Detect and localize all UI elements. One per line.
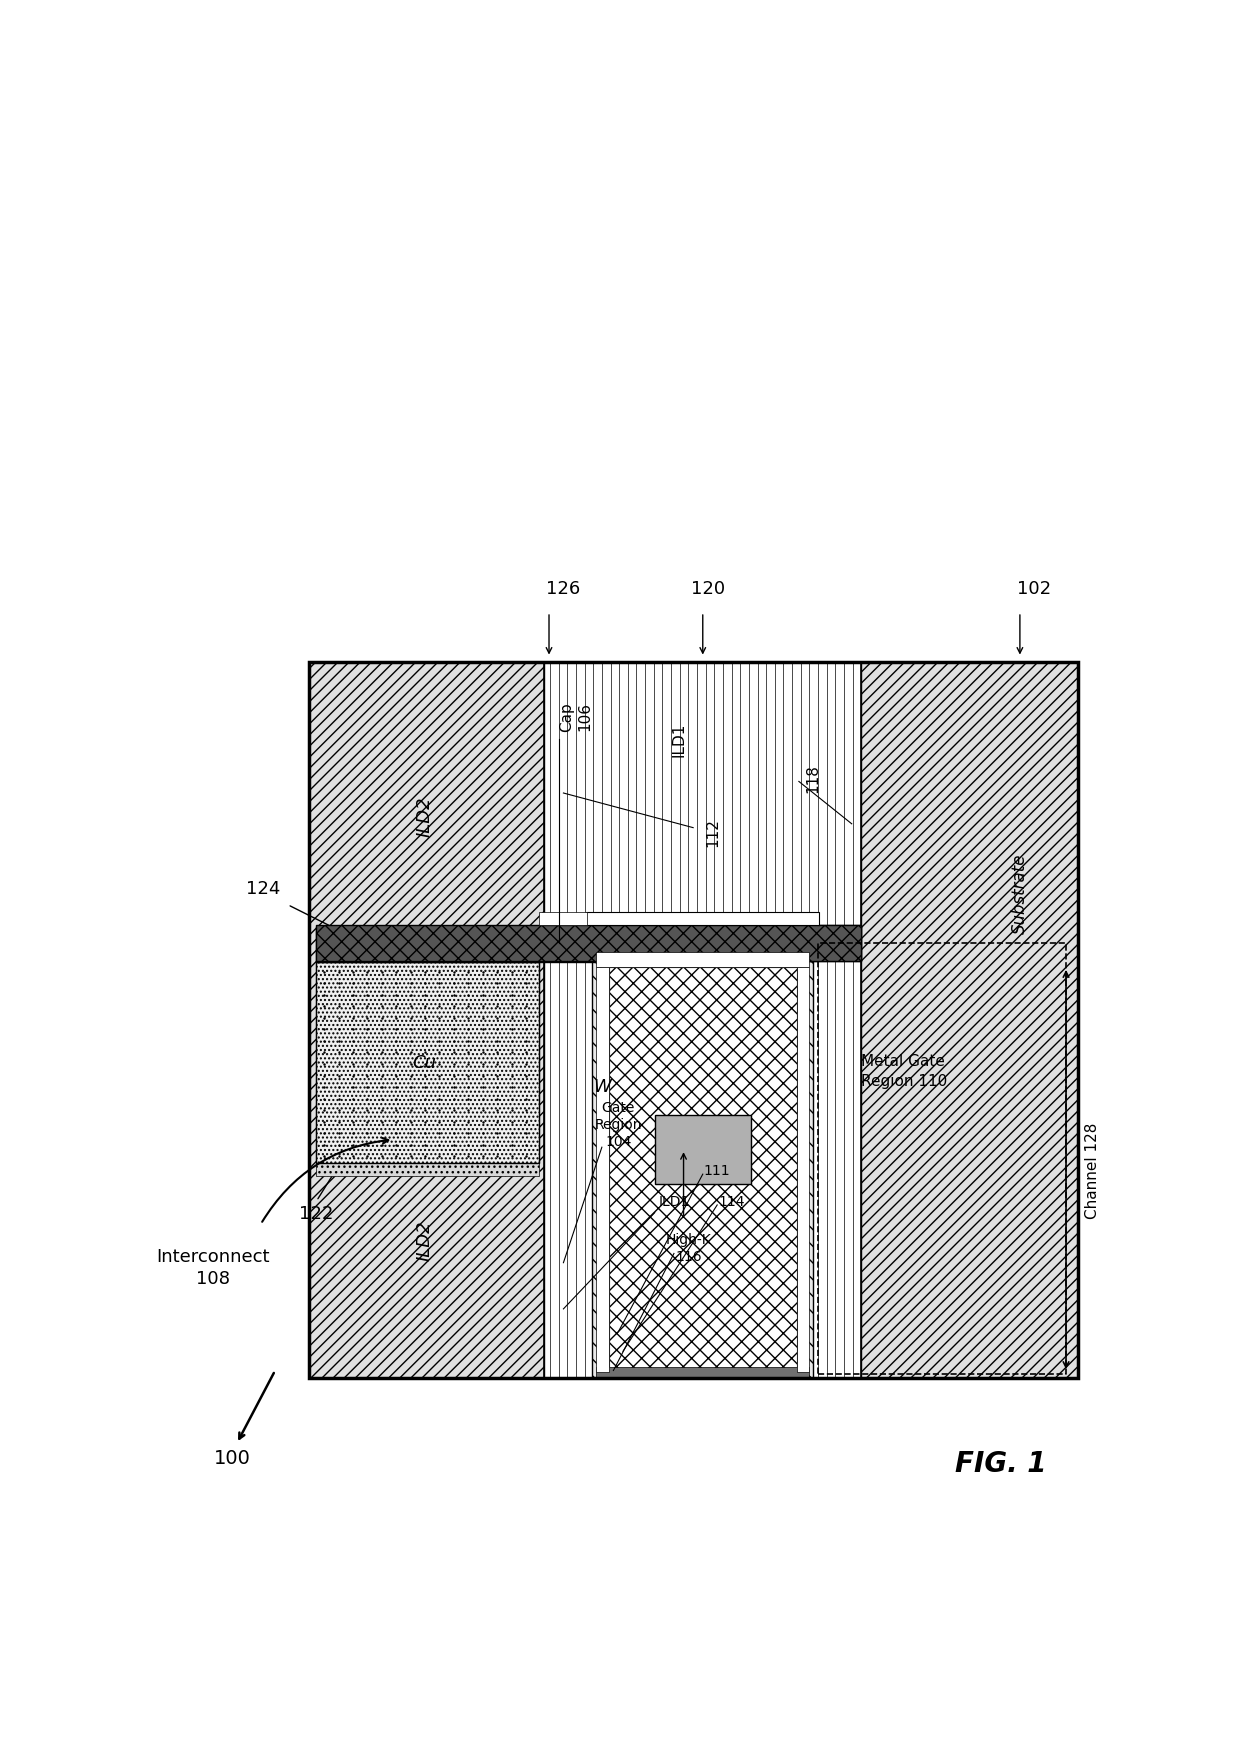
Text: 114: 114 xyxy=(718,1195,745,1209)
Text: 111: 111 xyxy=(704,1163,730,1177)
Bar xyxy=(309,663,1078,1379)
Text: W: W xyxy=(593,1076,611,1096)
Bar xyxy=(316,963,539,1163)
Text: Metal Gate
Region 110: Metal Gate Region 110 xyxy=(862,1054,947,1089)
Text: Substrate: Substrate xyxy=(1011,854,1029,934)
Text: 126: 126 xyxy=(547,579,580,598)
Text: 112: 112 xyxy=(704,817,720,847)
Bar xyxy=(544,663,862,1379)
Text: High-K
116: High-K 116 xyxy=(666,1231,712,1263)
Text: 124: 124 xyxy=(247,880,280,897)
Bar xyxy=(316,1163,539,1177)
Text: Channel 128: Channel 128 xyxy=(1085,1122,1100,1217)
Bar xyxy=(539,911,588,925)
Text: 118: 118 xyxy=(806,763,821,793)
Text: ILD1: ILD1 xyxy=(658,1195,689,1209)
Bar xyxy=(655,1115,751,1184)
Bar xyxy=(797,967,810,1372)
Bar xyxy=(596,1367,810,1379)
Bar xyxy=(316,925,862,962)
Bar xyxy=(596,967,609,1372)
Bar xyxy=(544,925,862,962)
Text: ILD2: ILD2 xyxy=(415,1219,433,1261)
Text: 100: 100 xyxy=(213,1449,250,1468)
Text: 122: 122 xyxy=(299,1205,334,1223)
Text: ILD2: ILD2 xyxy=(415,796,433,836)
Text: 102: 102 xyxy=(1017,579,1052,598)
Bar xyxy=(316,963,539,1163)
Text: Cap
106: Cap 106 xyxy=(559,703,593,732)
Bar xyxy=(587,911,820,925)
Text: FIG. 1: FIG. 1 xyxy=(955,1449,1047,1476)
Text: Interconnect
108: Interconnect 108 xyxy=(156,1247,269,1289)
Text: 120: 120 xyxy=(691,579,724,598)
Bar xyxy=(593,962,813,1379)
Bar xyxy=(316,927,629,963)
Bar xyxy=(596,951,810,967)
Bar xyxy=(609,967,797,1372)
Text: ILD1: ILD1 xyxy=(671,722,686,756)
Bar xyxy=(309,663,1078,1379)
Text: Cu: Cu xyxy=(412,1054,436,1071)
Text: Gate
Region
104: Gate Region 104 xyxy=(594,1101,642,1149)
